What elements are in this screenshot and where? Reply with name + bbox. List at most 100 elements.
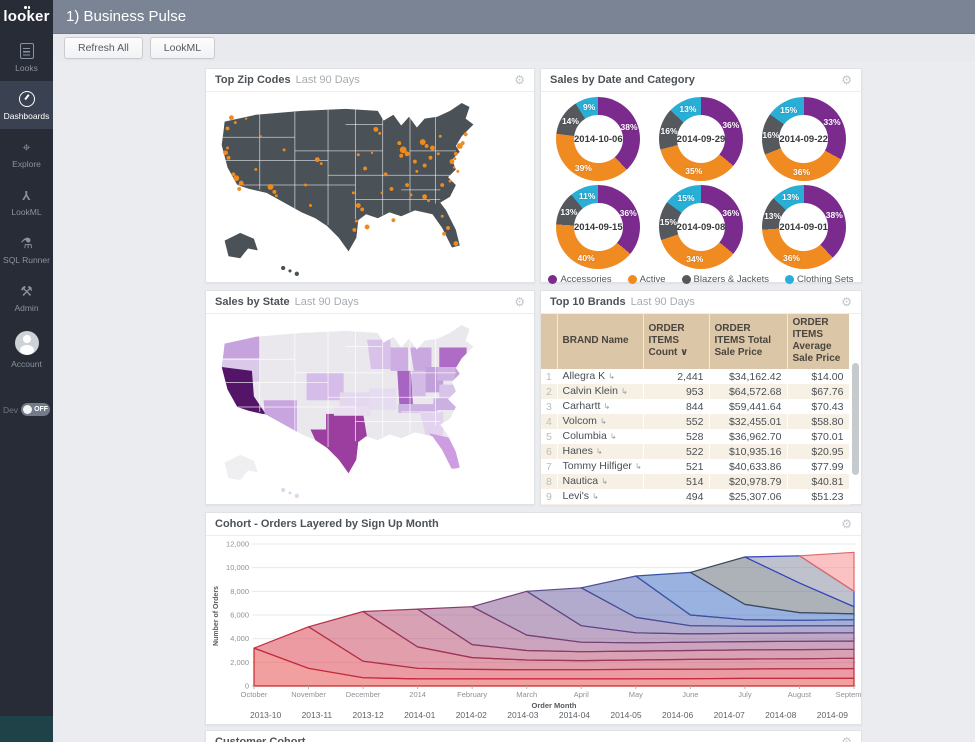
cell-average-sale-price[interactable]: $70.43 bbox=[787, 399, 850, 414]
state-minnesota[interactable] bbox=[367, 339, 391, 369]
brand-link[interactable]: Allegra K bbox=[562, 370, 606, 382]
col-header-count[interactable]: ORDER ITEMS Count ∨ bbox=[643, 314, 710, 369]
cell-average-sale-price[interactable]: $40.81 bbox=[787, 474, 850, 489]
cell-count[interactable]: 844 bbox=[643, 399, 710, 414]
state-texas[interactable] bbox=[310, 413, 368, 474]
gear-icon[interactable]: ⚙ bbox=[514, 73, 525, 87]
state-illinois[interactable] bbox=[397, 370, 413, 405]
state-north-carolina[interactable] bbox=[433, 398, 461, 410]
cell-count[interactable]: 494 bbox=[643, 489, 710, 504]
cell-total-sale-price[interactable]: $34,162.42 bbox=[709, 369, 788, 384]
state-tennessee[interactable] bbox=[398, 404, 438, 413]
cell-average-sale-price[interactable]: $58.80 bbox=[787, 414, 850, 429]
state-kansas[interactable] bbox=[339, 392, 373, 407]
cell-total-sale-price[interactable]: $10,935.16 bbox=[709, 444, 788, 459]
gear-icon[interactable]: ⚙ bbox=[841, 517, 852, 531]
cohort-legend-item[interactable]: 2014-03 bbox=[507, 710, 539, 720]
cell-total-sale-price[interactable]: $64,572.68 bbox=[709, 384, 788, 399]
drill-icon[interactable]: ↳ bbox=[595, 447, 603, 456]
donut-chart[interactable]: 33% 36% 16% 15% 2014-09-22 bbox=[761, 97, 846, 181]
cell-total-sale-price[interactable]: $59,441.64 bbox=[709, 399, 788, 414]
state-washington[interactable] bbox=[222, 332, 260, 359]
state-pennsylvania[interactable] bbox=[437, 367, 459, 381]
cell-average-sale-price[interactable]: $62.29 bbox=[787, 504, 850, 505]
brand-link[interactable]: Columbia bbox=[562, 430, 607, 442]
cell-count[interactable]: 2,441 bbox=[643, 369, 710, 384]
col-header-index[interactable] bbox=[541, 314, 558, 369]
drill-icon[interactable]: ↳ bbox=[634, 462, 642, 471]
looker-logo[interactable]: looker bbox=[0, 0, 53, 33]
sidebar-item-sql-runner[interactable]: ⚗ SQL Runner bbox=[0, 225, 53, 273]
cell-total-sale-price[interactable]: $36,962.70 bbox=[709, 429, 788, 444]
gear-icon[interactable]: ⚙ bbox=[841, 73, 852, 87]
state-arizona[interactable] bbox=[263, 400, 297, 436]
refresh-all-button[interactable]: Refresh All bbox=[64, 37, 143, 59]
cell-average-sale-price[interactable]: $70.01 bbox=[787, 429, 850, 444]
state-florida[interactable] bbox=[429, 433, 461, 469]
cell-count[interactable]: 552 bbox=[643, 414, 710, 429]
cell-total-sale-price[interactable]: $40,633.86 bbox=[709, 459, 788, 474]
drill-icon[interactable]: ↳ bbox=[620, 387, 628, 396]
drill-icon[interactable]: ↳ bbox=[603, 402, 611, 411]
state-new-york[interactable] bbox=[439, 347, 467, 368]
sidebar-item-lookml[interactable]: Y LookML bbox=[0, 177, 53, 225]
cohort-legend-item[interactable]: 2013-12 bbox=[352, 710, 384, 720]
state-virginia[interactable] bbox=[439, 384, 461, 399]
donut-chart[interactable]: 38% 39% 14% 9% 2014-10-06 bbox=[556, 97, 641, 181]
brand-link[interactable]: Hanes bbox=[562, 445, 593, 457]
col-header-brand[interactable]: BRAND Name bbox=[557, 314, 644, 369]
state-california[interactable] bbox=[221, 367, 266, 416]
cell-count[interactable]: 482 bbox=[643, 504, 710, 505]
drill-icon[interactable]: ↳ bbox=[599, 417, 607, 426]
gear-icon[interactable]: ⚙ bbox=[514, 295, 525, 309]
legend-item[interactable]: Accessories bbox=[548, 274, 612, 285]
drill-icon[interactable]: ↳ bbox=[601, 477, 608, 486]
state-georgia[interactable] bbox=[419, 411, 444, 436]
gear-icon[interactable]: ⚙ bbox=[841, 295, 852, 309]
sidebar-item-account[interactable]: Account bbox=[0, 321, 53, 377]
donut-chart[interactable]: 36% 40% 13% 11% 2014-09-15 bbox=[556, 185, 641, 269]
cohort-legend-item[interactable]: 2014-02 bbox=[455, 710, 487, 720]
col-header-average[interactable]: ORDER ITEMS Average Sale Price bbox=[787, 314, 850, 369]
cohort-legend-item[interactable]: 2013-11 bbox=[301, 710, 333, 720]
state-new-jersey[interactable] bbox=[454, 368, 463, 383]
table-scrollbar-thumb[interactable] bbox=[852, 363, 859, 475]
cell-average-sale-price[interactable]: $67.76 bbox=[787, 384, 850, 399]
cell-total-sale-price[interactable]: $32,455.01 bbox=[709, 414, 788, 429]
state-colorado[interactable] bbox=[306, 372, 344, 401]
drill-icon[interactable]: ↳ bbox=[609, 432, 617, 441]
cell-count[interactable]: 521 bbox=[643, 459, 710, 474]
cohort-legend-item[interactable]: 2014-07 bbox=[713, 710, 745, 720]
cell-count[interactable]: 514 bbox=[643, 474, 710, 489]
sidebar-item-explore[interactable]: ⌖ Explore bbox=[0, 129, 53, 177]
brand-link[interactable]: Carhartt bbox=[562, 400, 601, 412]
cohort-legend-item[interactable]: 2014-04 bbox=[558, 710, 591, 720]
cohort-legend-item[interactable]: 2014-09 bbox=[816, 710, 848, 720]
dev-toggle[interactable]: OFF bbox=[21, 403, 51, 416]
sidebar-item-looks[interactable]: Looks bbox=[0, 33, 53, 81]
brand-link[interactable]: Nautica bbox=[562, 475, 599, 487]
legend-item[interactable]: Clothing Sets bbox=[785, 274, 854, 285]
brand-link[interactable]: Volcom bbox=[562, 415, 597, 427]
lookml-button[interactable]: LookML bbox=[149, 37, 216, 59]
donut-chart[interactable]: 36% 34% 15% 15% 2014-09-08 bbox=[658, 185, 743, 269]
gear-icon[interactable]: ⚙ bbox=[841, 735, 852, 742]
cohort-legend-item[interactable]: 2014-01 bbox=[404, 710, 436, 720]
cell-average-sale-price[interactable]: $51.23 bbox=[787, 489, 850, 504]
cell-average-sale-price[interactable]: $14.00 bbox=[787, 369, 850, 384]
sidebar-item-admin[interactable]: ⚒ Admin bbox=[0, 273, 53, 321]
brand-link[interactable]: Tommy Hilfiger bbox=[562, 460, 632, 472]
cohort-legend-item[interactable]: 2014-08 bbox=[765, 710, 797, 720]
brand-link[interactable]: Calvin Klein bbox=[562, 385, 618, 397]
donut-chart[interactable]: 38% 36% 13% 13% 2014-09-01 bbox=[761, 185, 846, 269]
legend-item[interactable]: Active bbox=[627, 274, 666, 285]
donut-chart[interactable]: 36% 35% 16% 13% 2014-09-29 bbox=[658, 97, 743, 181]
state-oklahoma[interactable] bbox=[333, 406, 371, 416]
drill-icon[interactable]: ↳ bbox=[592, 492, 599, 501]
cell-total-sale-price[interactable]: $20,978.79 bbox=[709, 474, 788, 489]
cohort-legend-item[interactable]: 2014-05 bbox=[610, 710, 642, 720]
sidebar-item-dashboards[interactable]: Dashboards bbox=[0, 81, 53, 129]
cell-total-sale-price[interactable]: $25,307.06 bbox=[709, 489, 788, 504]
cell-count[interactable]: 528 bbox=[643, 429, 710, 444]
col-header-total[interactable]: ORDER ITEMS Total Sale Price bbox=[709, 314, 788, 369]
